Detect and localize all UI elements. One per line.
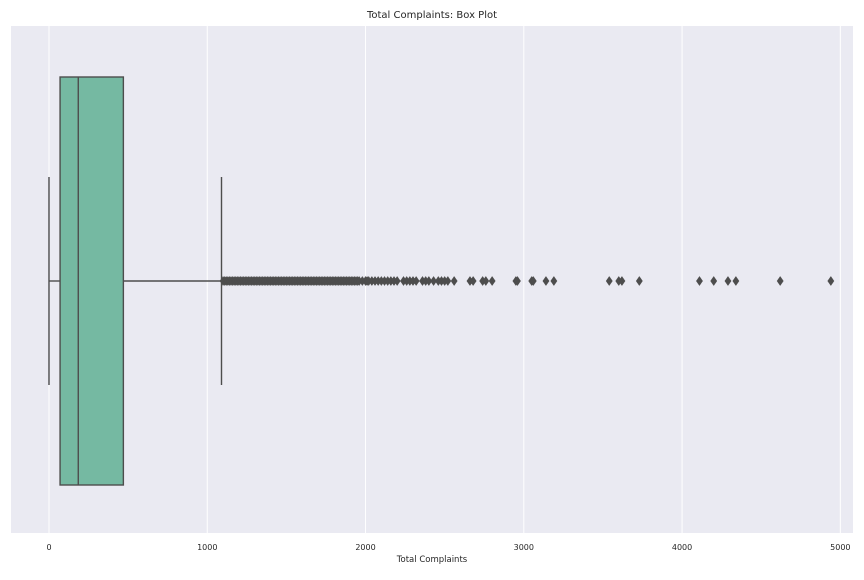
x-tick-label: 0 [46,543,51,552]
outlier-point [430,276,438,286]
outlier-point [488,276,496,286]
x-tick-label: 4000 [672,543,692,552]
outlier-point [444,276,452,286]
outlier-point [514,276,521,286]
outlier-point [450,276,458,286]
outliers-group [219,276,835,286]
x-axis-ticks: 0 1000 2000 3000 4000 5000 [46,543,850,552]
outlier-point [724,276,732,286]
x-tick-label: 2000 [355,543,375,552]
outlier-point [635,276,643,286]
outlier-point [710,276,718,286]
x-tick-label: 3000 [514,543,534,552]
outlier-point [542,276,550,286]
outlier-point [482,276,490,286]
outlier-point [412,276,420,286]
box-iqr [59,76,125,486]
outlier-point [618,276,626,286]
outlier-point [469,276,477,286]
outlier-point [696,276,703,286]
outlier-point [529,276,537,286]
outlier-point [425,276,433,286]
chart-title: Total Complaints: Box Plot [366,10,497,21]
x-tick-label: 5000 [830,543,850,552]
outlier-point [550,276,558,286]
outlier-point [732,276,740,286]
x-axis-label: Total Complaints [396,555,468,565]
outlier-point [827,276,835,286]
outlier-point [393,276,401,286]
outlier-point [605,276,613,286]
x-tick-label: 1000 [197,543,217,552]
outlier-point [776,276,784,286]
